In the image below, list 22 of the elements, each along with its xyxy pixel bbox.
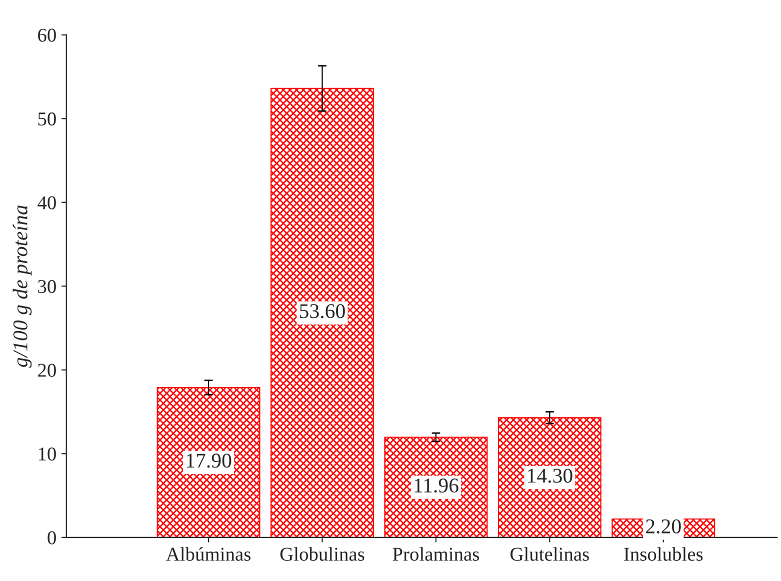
y-tick-label: 50 bbox=[38, 112, 56, 126]
data-label: 17.90 bbox=[186, 454, 232, 468]
data-label: 14.30 bbox=[528, 468, 572, 483]
bar bbox=[270, 88, 374, 538]
y-tick-label: 40 bbox=[38, 196, 56, 210]
y-axis-title: g/100 g de proteína bbox=[12, 205, 32, 368]
x-tick-label: Glutelinas bbox=[510, 547, 589, 561]
x-tick-label: Albúminas bbox=[166, 547, 250, 561]
y-tick-label: 0 bbox=[48, 531, 56, 544]
bar bbox=[384, 436, 488, 538]
x-tick-label: Globulinas bbox=[280, 547, 364, 561]
bar bbox=[156, 386, 260, 538]
y-tick-label: 10 bbox=[38, 447, 56, 461]
data-label: 2.20 bbox=[646, 519, 681, 534]
y-tick-label: 30 bbox=[38, 280, 56, 294]
x-tick-label: Prolaminas bbox=[392, 547, 479, 561]
bar bbox=[498, 417, 602, 538]
data-label: 53.60 bbox=[300, 304, 345, 318]
data-label: 11.96 bbox=[414, 478, 458, 493]
y-tick-label: 60 bbox=[38, 28, 56, 42]
x-tick-label: Insolubles bbox=[624, 547, 703, 561]
y-tick-label: 20 bbox=[38, 364, 56, 377]
